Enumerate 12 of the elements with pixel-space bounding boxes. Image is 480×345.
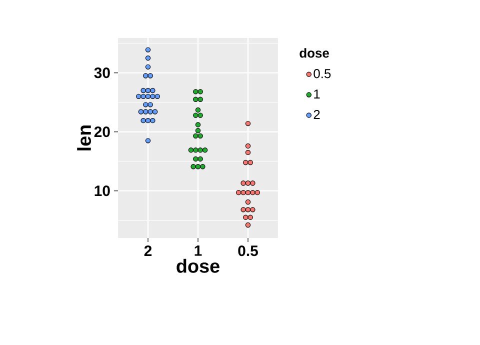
legend-title: dose xyxy=(300,48,329,58)
legend-label: 2 xyxy=(314,110,320,119)
y-axis-title: len xyxy=(77,125,92,150)
x-tick-label: 0.5 xyxy=(238,246,258,256)
x-axis-title: dose xyxy=(176,258,220,273)
legend-label: 1 xyxy=(314,90,320,98)
legend-label: 0.5 xyxy=(314,69,331,78)
y-tick-label: 20 xyxy=(94,126,110,138)
y-tick-label: 10 xyxy=(94,186,110,196)
y-tick-label: 30 xyxy=(94,68,110,78)
x-tick-label: 2 xyxy=(144,246,152,256)
x-tick-label: 1 xyxy=(194,246,202,256)
